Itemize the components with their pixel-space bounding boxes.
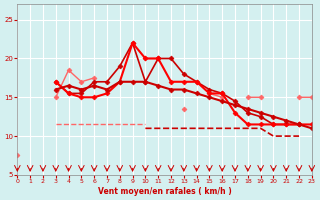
X-axis label: Vent moyen/en rafales ( km/h ): Vent moyen/en rafales ( km/h )	[98, 187, 231, 196]
